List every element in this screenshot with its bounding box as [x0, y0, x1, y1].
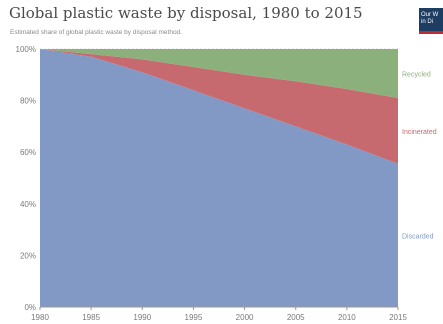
y-tick-label: 60%: [20, 148, 36, 157]
area-discarded[interactable]: [40, 49, 398, 307]
x-tick-label: 2000: [236, 313, 254, 322]
x-tick-label: 1990: [133, 313, 151, 322]
x-tick-label: 2015: [389, 313, 407, 322]
series-label-discarded: Discarded: [402, 233, 434, 240]
y-axis-ticks: 0% 20% 40% 60% 80% 100%: [16, 45, 36, 312]
area-recycled[interactable]: [40, 49, 398, 99]
y-tick-label: 40%: [20, 200, 36, 209]
owid-logo[interactable]: Our W in Di: [419, 8, 443, 34]
chart-title: Global plastic waste by disposal, 1980 t…: [9, 4, 363, 22]
area-series: [40, 49, 398, 307]
y-tick-label: 0%: [24, 303, 36, 312]
y-tick-label: 100%: [16, 45, 36, 54]
logo-text: Our W in Di: [421, 12, 438, 26]
area-incinerated[interactable]: [40, 49, 398, 164]
x-tick-label: 2005: [287, 313, 305, 322]
y-tick-label: 20%: [20, 251, 36, 260]
x-tick-label: 2010: [338, 313, 356, 322]
chart-subtitle: Estimated share of global plastic waste …: [10, 29, 182, 36]
x-tick-label: 1980: [31, 313, 49, 322]
x-tick-label: 1995: [185, 313, 203, 322]
y-tick-label: 80%: [20, 97, 36, 106]
x-axis-ticks: 1980 1985 1990 1995 2000 2005 2010 2015: [31, 306, 407, 322]
series-label-incinerated: Incinerated: [402, 129, 437, 136]
x-tick-label: 1985: [82, 313, 100, 322]
series-label-recycled: Recycled: [402, 72, 431, 79]
series-labels: Discarded Incinerated Recycled: [402, 72, 437, 241]
logo-line-1: Our W: [421, 12, 439, 18]
logo-line-2: in Di: [421, 19, 434, 25]
logo-red-bar: [419, 31, 443, 34]
